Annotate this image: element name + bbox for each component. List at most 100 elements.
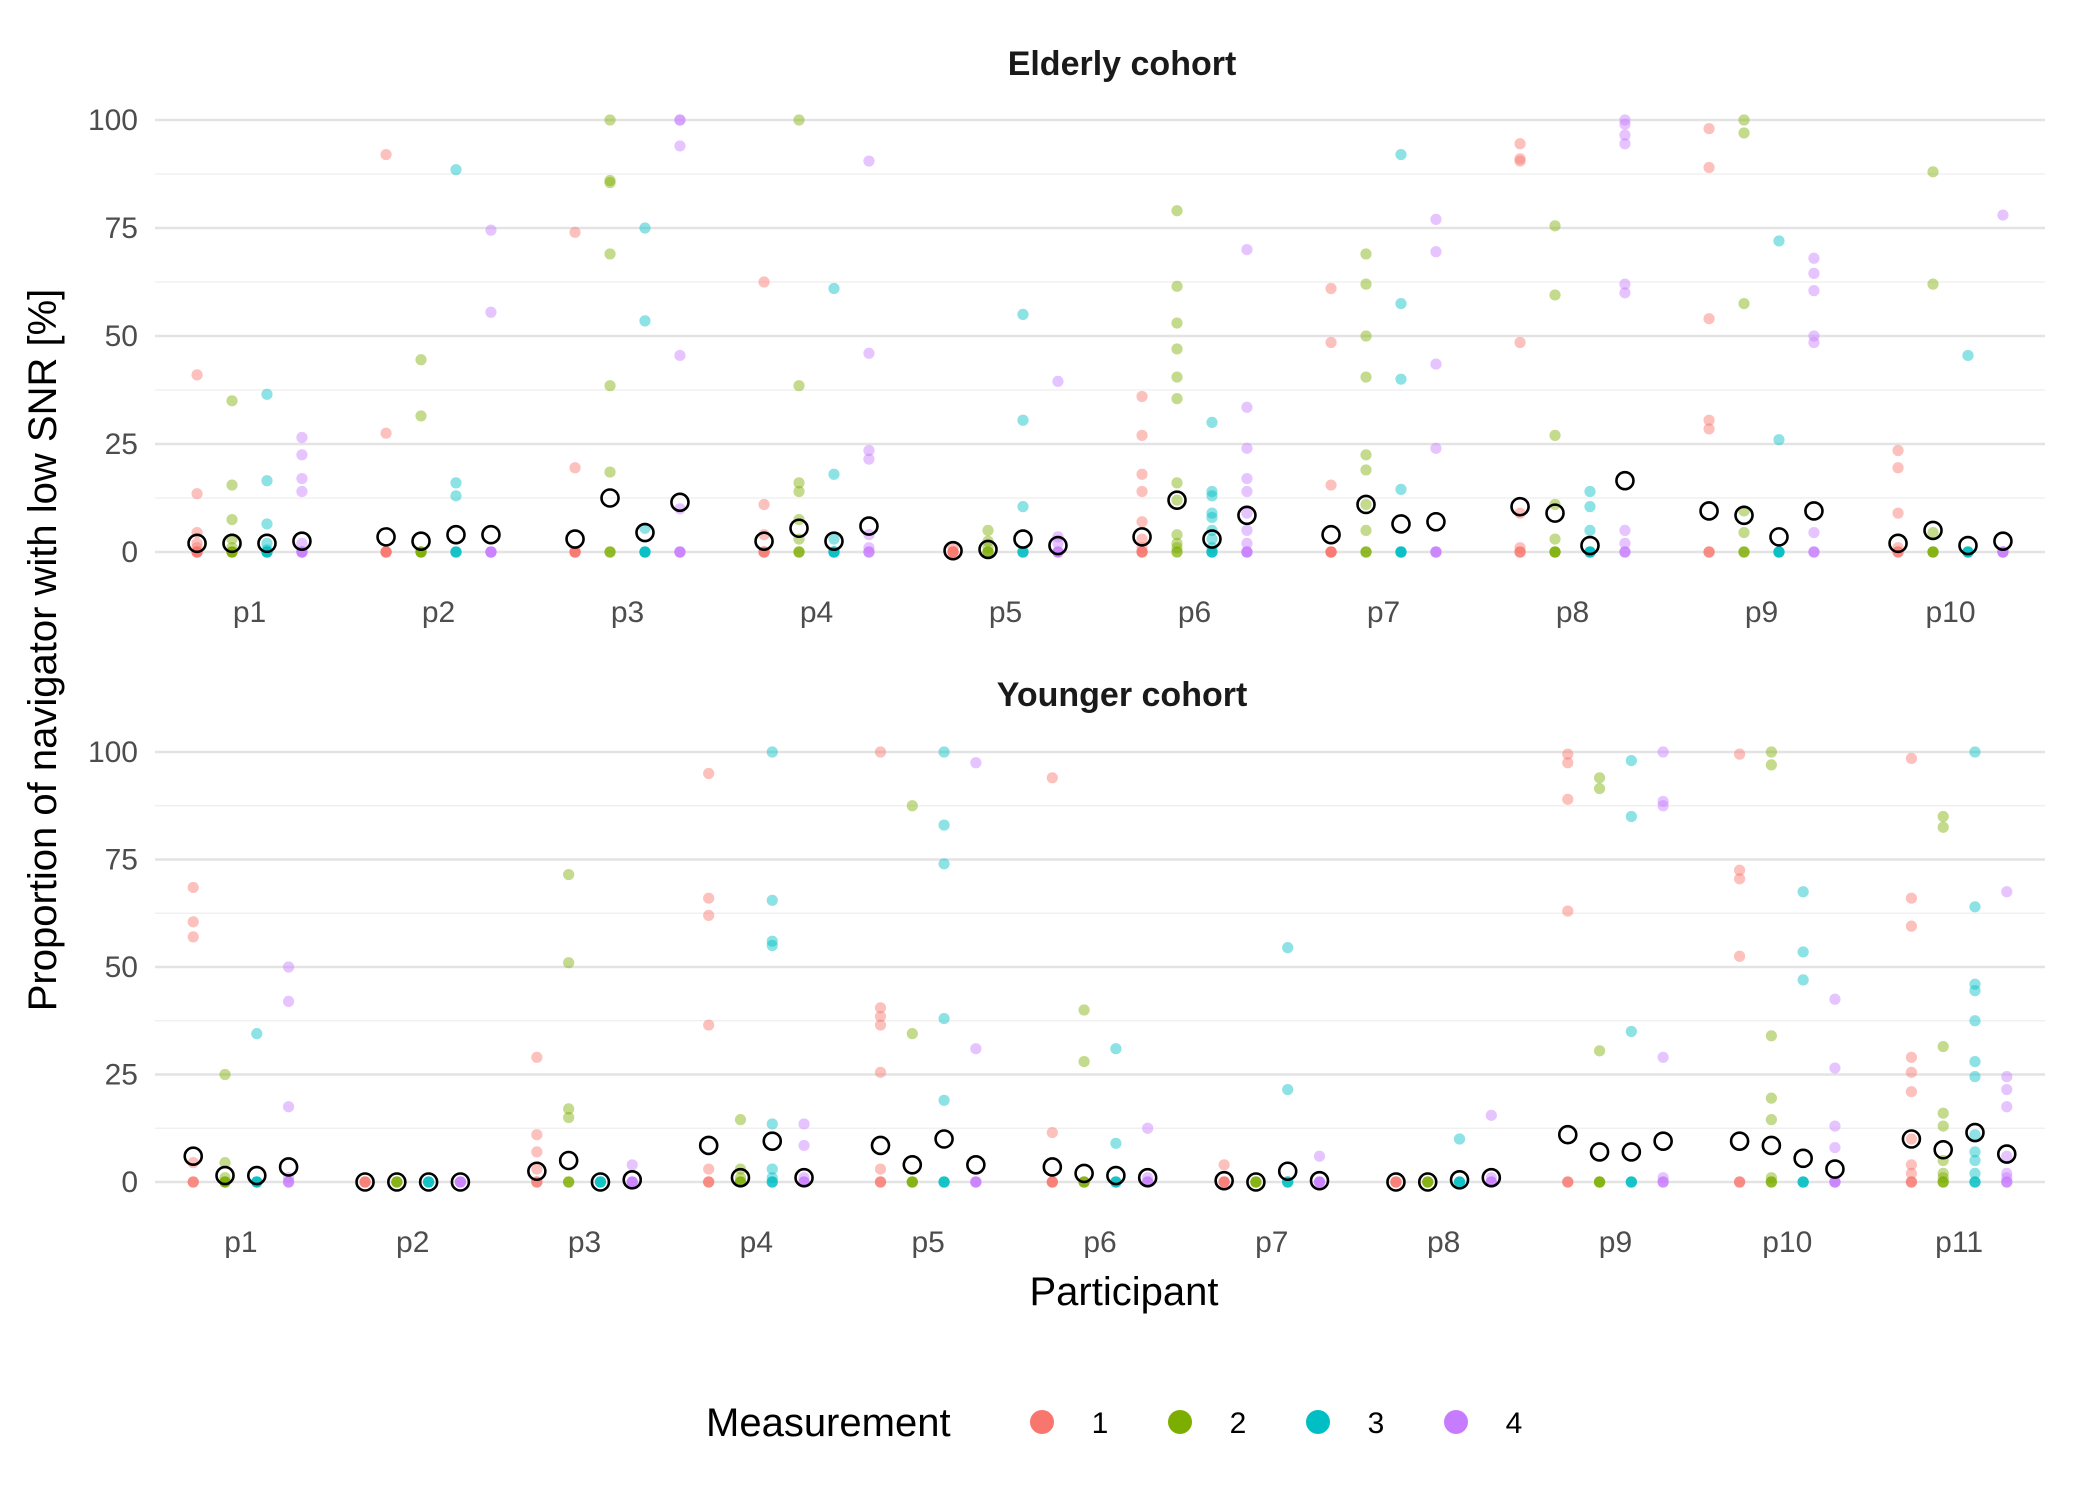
data-point [1562,748,1574,760]
data-point [1046,1176,1058,1188]
data-point [1969,1071,1981,1083]
mean-marker [966,1155,986,1175]
data-point [1206,546,1218,558]
data-point [1829,1176,1841,1188]
data-point [1703,123,1715,135]
data-point [874,1176,887,1188]
mean-marker [943,540,963,561]
data-point [1241,507,1253,519]
participant-p7: p7 [1321,148,1446,629]
participant-p4: p4 [698,746,814,1259]
data-point [1241,485,1253,498]
data-point [1773,235,1785,247]
data-point [261,388,273,400]
data-point [2001,1176,2013,1188]
data-point [1808,285,1820,297]
data-point [793,546,805,558]
data-point [639,546,651,558]
data-point [1485,1172,1497,1184]
data-point [282,961,295,973]
x-tick-label: p6 [1178,596,1211,629]
data-point [1171,537,1183,549]
data-point [1313,1176,1326,1188]
mean-marker [600,488,620,508]
data-point [874,1176,887,1188]
data-point [1738,526,1750,539]
legend-item-3: 3 [1306,1407,1384,1440]
mean-marker [1048,535,1068,556]
data-point [1052,537,1064,549]
data-point [906,1176,918,1188]
data-point [1052,375,1064,387]
data-point [1969,746,1981,758]
data-point [1218,1159,1230,1171]
participant-p10: p10 [1729,746,1845,1259]
data-point [1453,1176,1466,1188]
data-point [187,1176,199,1188]
data-point [359,1176,371,1188]
data-point [1017,414,1029,426]
data-point [1829,1176,1841,1188]
data-point [1969,1167,1981,1179]
data-point [970,1043,982,1055]
data-point [703,767,715,780]
data-point [1733,1176,1746,1188]
data-point [563,1176,575,1188]
data-point [1136,516,1148,528]
data-point [906,1176,918,1188]
mean-marker [1589,1142,1610,1162]
data-point [380,427,392,439]
data-point [187,1176,199,1188]
data-point [1241,244,1253,256]
participant-p5: p5 [943,308,1068,629]
data-point [1453,1133,1466,1145]
data-point [1937,1172,1949,1184]
data-point [970,1176,982,1188]
data-point [1905,1167,1918,1179]
data-point [1733,864,1746,876]
data-point [639,315,651,327]
y-tick-label: 75 [105,212,138,245]
mean-marker [1391,514,1411,534]
data-point [563,1103,575,1115]
panels: Elderly cohort 0 25 50 75 100 p1 p2 p3 p4 p5 p6 p7 p8… [88,45,2045,1259]
data-point [423,1176,435,1188]
data-point [2001,1150,2013,1162]
data-point [531,1129,543,1141]
data-point [863,444,875,457]
data-point [1593,1176,1606,1188]
data-point [1927,546,1939,558]
data-point [2001,1167,2013,1179]
data-point [187,1176,199,1188]
data-point [703,1176,715,1188]
data-point [450,546,462,558]
mean-marker [1309,1170,1330,1191]
y-tick-label: 0 [121,1166,138,1199]
data-point [1325,546,1337,558]
x-tick-label: p2 [396,1226,429,1259]
data-point [1241,546,1253,558]
data-point [604,174,616,187]
mean-marker [1761,1135,1782,1156]
data-point [1905,1066,1918,1078]
data-point [1927,166,1939,178]
data-point [1017,546,1029,558]
mean-marker [215,1165,235,1186]
participant-p6: p6 [1042,772,1158,1259]
data-point [226,514,238,526]
mean-marker [1734,505,1754,526]
mean-marker [1996,1144,2017,1164]
data-point [1562,757,1574,769]
data-point [226,395,238,407]
x-tick-label: p7 [1367,596,1400,629]
data-point [1250,1176,1262,1188]
data-point [938,746,950,758]
data-point [1657,1176,1669,1188]
facet-title: Younger cohort [997,676,1248,714]
facet-title: Elderly cohort [1008,45,1237,83]
data-point [1241,472,1253,485]
data-point [1593,772,1606,784]
data-point [1395,148,1407,161]
data-point [674,349,686,362]
data-point [1017,546,1029,558]
